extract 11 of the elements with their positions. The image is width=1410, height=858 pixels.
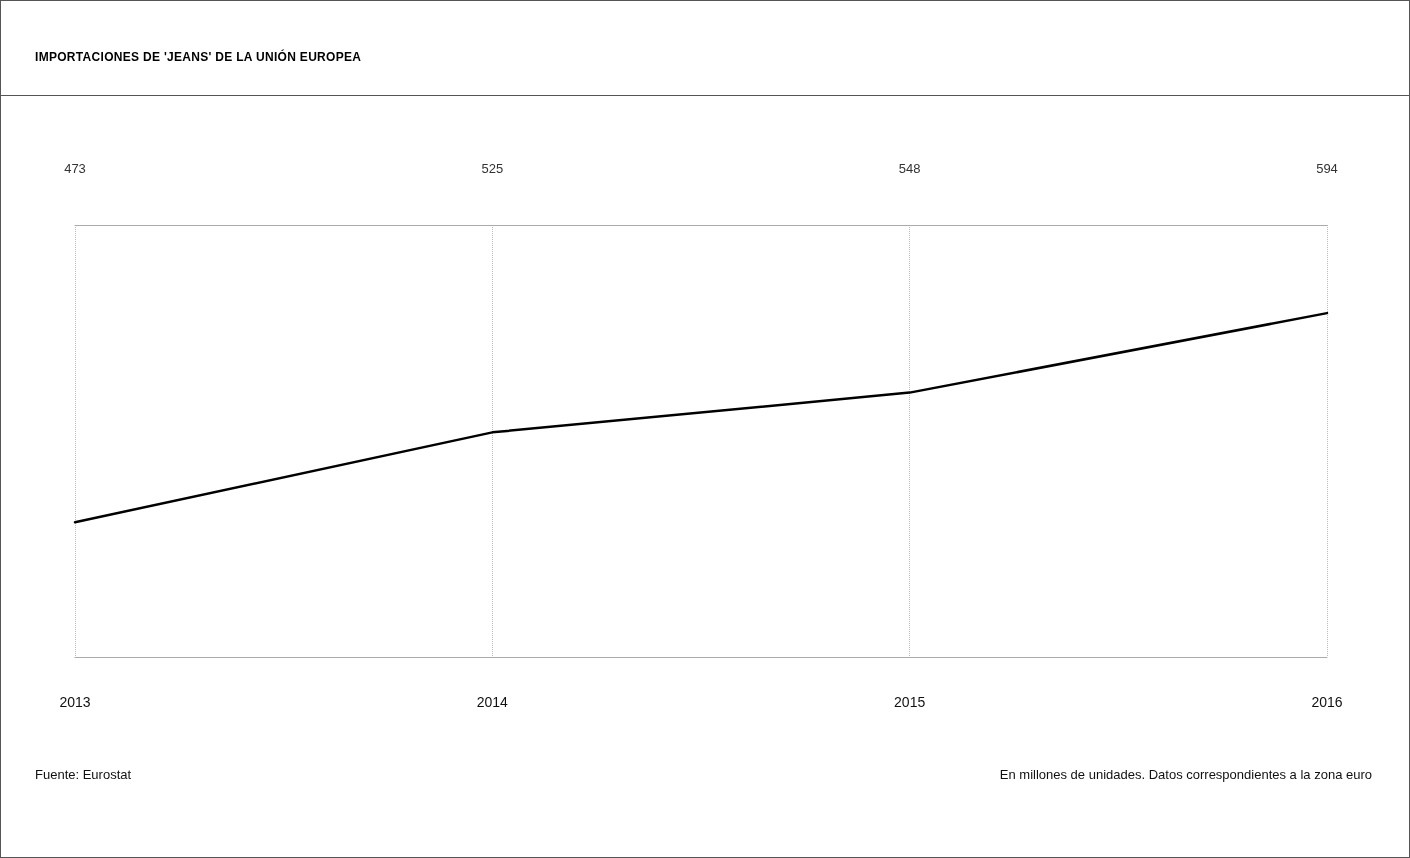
x-tick-label: 2015 xyxy=(894,694,926,710)
data-label: 594 xyxy=(1316,161,1338,176)
data-label: 525 xyxy=(481,161,504,176)
source-note: Fuente: Eurostat xyxy=(35,767,132,782)
text: En millones de unidades. Datos correspondientes a la zona euro xyxy=(999,767,1372,782)
chart-title: IMPORTACIONES DE 'JEANS' DE LA UNIÓN EUROPEA xyxy=(35,50,362,64)
data-label: 473 xyxy=(64,161,86,176)
x-tick-label: 2013 xyxy=(59,694,91,710)
data-label: 548 xyxy=(898,161,921,176)
x-tick-label: 2014 xyxy=(476,694,509,710)
x-tick-label: 2016 xyxy=(1311,694,1343,710)
